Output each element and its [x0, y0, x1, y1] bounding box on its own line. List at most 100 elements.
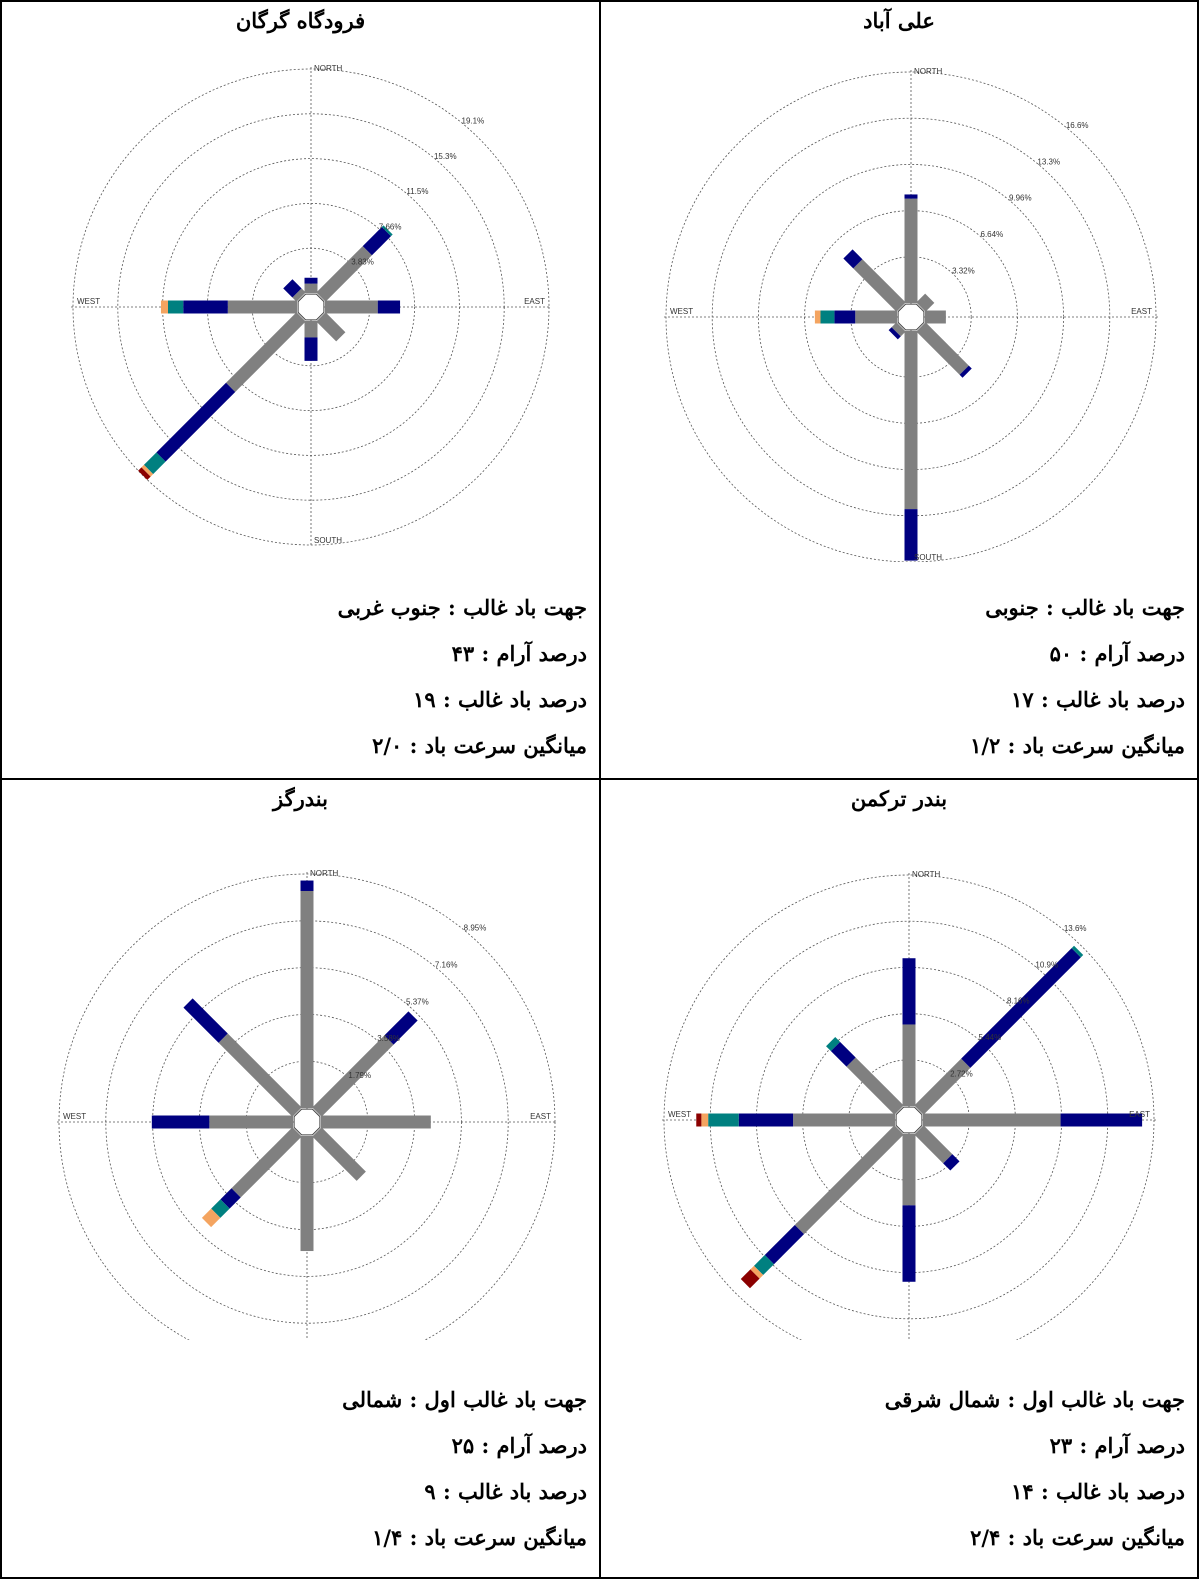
- petal-segment: [738, 1113, 794, 1127]
- calm-percent-text: درصد آرام : ۴۳: [451, 641, 587, 666]
- petal-segment: [904, 198, 918, 303]
- direction-label-south: SOUTH: [914, 553, 942, 562]
- petal-s: [902, 1134, 916, 1282]
- petal-e: [325, 300, 401, 314]
- petal-sw: [888, 322, 906, 340]
- direction-label-east: EAST: [1131, 307, 1152, 316]
- petal-segment: [321, 1115, 431, 1129]
- ring-label: 3.58%: [377, 1034, 400, 1043]
- ring-label: 3.32%: [952, 267, 975, 276]
- petal-segment: [888, 327, 901, 340]
- petal-n: [300, 880, 314, 1108]
- petal-n: [902, 958, 916, 1106]
- petal-ne: [312, 1011, 418, 1117]
- mean-wind-speed-text: میانگین سرعت باد : ۱/۲: [970, 733, 1185, 758]
- calm-percent-text: درصد آرام : ۵۰: [1049, 641, 1185, 666]
- petal-segment: [750, 1265, 764, 1279]
- petal-segment: [826, 1037, 841, 1052]
- panel-stats: جهت باد غالب : جنوب غربی درصد آرام : ۴۳ …: [12, 585, 587, 769]
- panel-title: علی آباد: [863, 8, 935, 33]
- dominant-wind-percent-text: درصد باد غالب : ۹: [424, 1479, 587, 1504]
- petal-nw: [183, 998, 302, 1117]
- petal-segment: [961, 948, 1081, 1068]
- direction-label-east: EAST: [1129, 1110, 1150, 1119]
- petal-ne: [316, 225, 393, 302]
- panel-title: بندرگز: [273, 786, 328, 811]
- petal-segment: [209, 1115, 293, 1129]
- dominant-direction-text: جهت باد غالب اول : شمال شرقی: [884, 1387, 1185, 1412]
- petal-segment: [904, 194, 918, 199]
- petal-nw: [826, 1037, 904, 1115]
- petal-w: [160, 300, 297, 314]
- petal-se: [914, 1125, 960, 1171]
- petal-segment: [902, 1205, 916, 1282]
- petal-segment: [141, 464, 154, 477]
- ring-label: 7.16%: [435, 960, 458, 969]
- ring-label: 13.6%: [1064, 924, 1087, 933]
- petal-n: [304, 277, 318, 293]
- ring-circle: [105, 920, 509, 1324]
- ring-label: 6.64%: [981, 230, 1004, 239]
- ring-label: 7.66%: [379, 222, 402, 231]
- wind-rose-chart: NORTH SOUTH WEST EAST 3.83% 7.66% 11.5% 15.3% 19…: [2, 2, 599, 562]
- wind-rose-svg: NORTHSOUTHWESTEAST2.72%5.44%8.16%10.9%13…: [662, 870, 1156, 1340]
- petal-segment: [283, 279, 302, 298]
- ring-label: 10.9%: [1035, 960, 1058, 969]
- petal-w: [696, 1113, 895, 1127]
- petal-sw: [201, 1127, 302, 1228]
- wind-rose-svg: NORTH SOUTH WEST EAST 3.83% 7.66% 11.5% 15.3% 19…: [71, 64, 551, 547]
- petal-s: [300, 1136, 314, 1252]
- petal-segment: [914, 1125, 953, 1164]
- petal-segment: [183, 998, 228, 1043]
- petal-segment: [312, 1035, 394, 1117]
- petal-nw: [283, 279, 306, 302]
- dominant-wind-percent-text: درصد باد غالب : ۱۹: [413, 687, 587, 712]
- dominant-direction-text: جهت باد غالب : جنوبی: [985, 595, 1185, 620]
- petal-nw: [843, 249, 906, 312]
- ring-label: 8.16%: [1007, 997, 1030, 1006]
- direction-label-west: WEST: [670, 307, 693, 316]
- direction-label-west: WEST: [63, 1112, 86, 1121]
- petal-segment: [902, 958, 916, 1025]
- petal-segment: [377, 300, 401, 314]
- petal-segment: [925, 310, 946, 324]
- petal-segment: [820, 310, 835, 324]
- petal-se: [916, 322, 972, 378]
- wind-rose-chart: NORTHSOUTHWESTEAST2.72%5.44%8.16%10.9%13…: [601, 780, 1197, 1340]
- panel-stats: جهت باد غالب : جنوبی درصد آرام : ۵۰ درصد…: [611, 585, 1185, 769]
- direction-label-west: WEST: [77, 297, 100, 306]
- petal-segment: [834, 310, 856, 324]
- ring-label: 5.37%: [406, 997, 429, 1006]
- petal-segment: [916, 293, 935, 312]
- mean-wind-speed-text: میانگین سرعت باد : ۲/۴: [970, 1525, 1185, 1550]
- petal-ne: [916, 293, 935, 312]
- ring-label: 16.6%: [1066, 121, 1089, 130]
- petal-e: [923, 1113, 1143, 1127]
- petal-segment: [362, 226, 392, 256]
- petal-segment: [227, 300, 297, 314]
- mean-wind-speed-text: میانگین سرعت باد : ۱/۴: [372, 1525, 587, 1550]
- panel-gorgan-airport: فرودگاه گرگان NORTH SOUTH WEST EAST 3.83% 7.6…: [0, 0, 601, 780]
- direction-label-east: EAST: [524, 297, 545, 306]
- petal-segment: [304, 277, 318, 284]
- petal-segment: [304, 337, 318, 361]
- petal-segment: [943, 1154, 960, 1171]
- direction-label-north: NORTH: [912, 870, 941, 879]
- petal-segment: [914, 1058, 971, 1115]
- petal-segment: [226, 312, 306, 392]
- petal-segment: [793, 1113, 895, 1127]
- direction-label-east: EAST: [530, 1112, 551, 1121]
- petal-segment: [753, 1255, 774, 1276]
- petal-segment: [156, 382, 236, 462]
- ring-circle: [757, 163, 1065, 471]
- petal-e: [925, 310, 946, 324]
- petal-segment: [325, 300, 378, 314]
- petal-segment: [959, 365, 972, 378]
- dominant-wind-percent-text: درصد باد غالب : ۱۷: [1011, 687, 1185, 712]
- petal-segment: [740, 1269, 760, 1289]
- petal-segment: [923, 1113, 1061, 1127]
- ring-label: 8.95%: [464, 924, 487, 933]
- ring-label: 9.96%: [1009, 194, 1032, 203]
- petal-w: [151, 1115, 293, 1129]
- panel-title: بندر ترکمن: [850, 786, 948, 811]
